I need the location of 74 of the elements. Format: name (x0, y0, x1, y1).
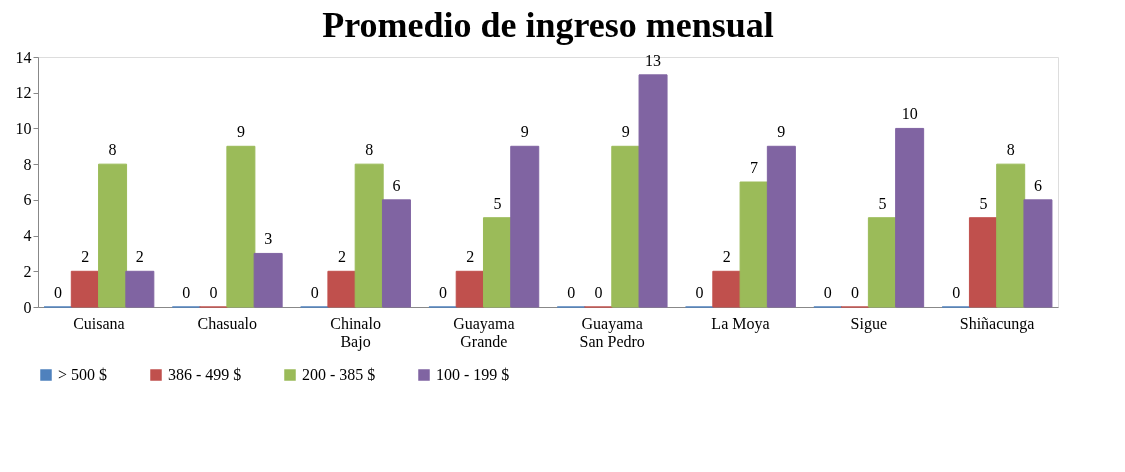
data-label: 2 (337, 248, 346, 266)
data-label: 3 (264, 230, 273, 248)
bar (226, 145, 256, 308)
data-label: 2 (466, 248, 475, 266)
bar (867, 217, 897, 308)
bar (996, 163, 1026, 308)
data-label: 9 (777, 123, 786, 141)
x-tick-label: Sigue (850, 314, 887, 333)
data-label: 5 (878, 194, 887, 212)
data-label: 9 (621, 123, 630, 141)
legend-label: > 500 $ (58, 366, 108, 383)
bar (1023, 199, 1053, 308)
x-tick-label: Guayama Grande (453, 314, 515, 350)
bar (510, 145, 540, 308)
chart-title: Promedio de ingreso mensual (322, 5, 774, 45)
bar (98, 163, 128, 308)
x-tick-label: Chasualo (197, 314, 258, 332)
x-tick-label: Chinalo Bajo (330, 314, 381, 351)
data-label: 5 (493, 194, 502, 212)
data-label: 8 (108, 141, 117, 159)
data-label: 0 (209, 284, 218, 301)
data-label: 2 (81, 248, 90, 266)
data-label: 2 (135, 248, 144, 266)
data-label: 0 (823, 284, 832, 301)
y-tick-label: 0 (23, 298, 32, 316)
data-label: 2 (722, 248, 731, 266)
bar (739, 181, 769, 308)
y-tick-label: 2 (23, 262, 32, 280)
data-label: 10 (901, 105, 918, 123)
legend-label: 200 - 385 $ (302, 366, 376, 383)
data-label: 0 (182, 284, 191, 301)
bar (70, 270, 100, 308)
legend-label: 386 - 499 $ (168, 366, 242, 383)
data-label: 9 (520, 123, 529, 141)
bar (611, 145, 641, 308)
data-label: 6 (1033, 176, 1042, 194)
bar (712, 270, 742, 308)
data-label: 8 (1006, 141, 1015, 159)
bar (638, 74, 668, 308)
data-label: 0 (54, 284, 63, 301)
bar (253, 252, 283, 308)
data-label: 6 (392, 176, 401, 194)
y-tick-label: 4 (23, 227, 32, 245)
x-tick-label: La Moya (711, 314, 770, 333)
data-label: 7 (750, 159, 759, 176)
data-label: 9 (236, 123, 245, 141)
bar (125, 270, 155, 308)
y-tick-label: 12 (15, 84, 32, 102)
data-label: 0 (952, 284, 961, 301)
bar (895, 127, 925, 308)
bar (766, 145, 796, 308)
bar (482, 217, 512, 308)
bar (381, 199, 411, 308)
data-label: 0 (695, 284, 704, 301)
legend-label: 100 - 199 $ (436, 366, 510, 383)
data-label: 5 (979, 194, 988, 212)
bar (327, 270, 357, 308)
x-tick-label: Shiñacunga (959, 314, 1035, 333)
data-label: 0 (567, 284, 576, 301)
data-label: 0 (851, 284, 860, 301)
data-label: 0 (594, 284, 603, 301)
bar (968, 217, 998, 308)
y-tick-label: 14 (15, 48, 32, 66)
bar (354, 163, 384, 308)
data-label: 13 (645, 51, 662, 69)
y-tick-label: 8 (23, 155, 32, 173)
y-tick-label: 6 (23, 191, 32, 209)
data-label: 0 (438, 284, 447, 301)
x-tick-label: Guayama San Pedro (579, 314, 645, 350)
x-tick-label: Cuisana (73, 314, 125, 332)
data-label: 0 (310, 284, 319, 301)
y-tick-label: 10 (15, 119, 32, 137)
data-label: 8 (365, 141, 374, 159)
bar (455, 270, 485, 308)
